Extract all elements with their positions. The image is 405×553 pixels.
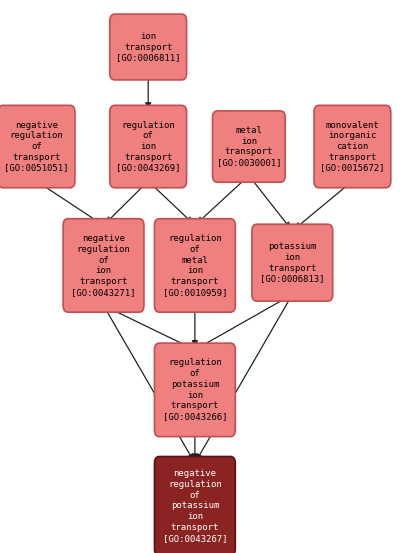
Text: regulation
of
potassium
ion
transport
[GO:0043266]: regulation of potassium ion transport [G…: [162, 358, 226, 421]
FancyBboxPatch shape: [109, 14, 186, 80]
FancyBboxPatch shape: [251, 225, 332, 301]
Text: regulation
of
ion
transport
[GO:0043269]: regulation of ion transport [GO:0043269]: [116, 121, 180, 173]
Text: negative
regulation
of
potassium
ion
transport
[GO:0043267]: negative regulation of potassium ion tra…: [162, 469, 226, 542]
FancyBboxPatch shape: [154, 343, 234, 437]
Text: ion
transport
[GO:0006811]: ion transport [GO:0006811]: [116, 32, 180, 62]
FancyBboxPatch shape: [313, 105, 390, 188]
Text: monovalent
inorganic
cation
transport
[GO:0015672]: monovalent inorganic cation transport [G…: [320, 121, 384, 173]
Text: potassium
ion
transport
[GO:0006813]: potassium ion transport [GO:0006813]: [260, 242, 324, 283]
FancyBboxPatch shape: [154, 457, 234, 553]
FancyBboxPatch shape: [154, 219, 234, 312]
Text: metal
ion
transport
[GO:0030001]: metal ion transport [GO:0030001]: [216, 126, 280, 167]
Text: negative
regulation
of
ion
transport
[GO:0043271]: negative regulation of ion transport [GO…: [71, 234, 135, 297]
FancyBboxPatch shape: [109, 105, 186, 188]
FancyBboxPatch shape: [0, 105, 75, 188]
FancyBboxPatch shape: [63, 219, 143, 312]
FancyBboxPatch shape: [212, 111, 284, 182]
Text: negative
regulation
of
transport
[GO:0051051]: negative regulation of transport [GO:005…: [4, 121, 68, 173]
Text: regulation
of
metal
ion
transport
[GO:0010959]: regulation of metal ion transport [GO:00…: [162, 234, 226, 297]
